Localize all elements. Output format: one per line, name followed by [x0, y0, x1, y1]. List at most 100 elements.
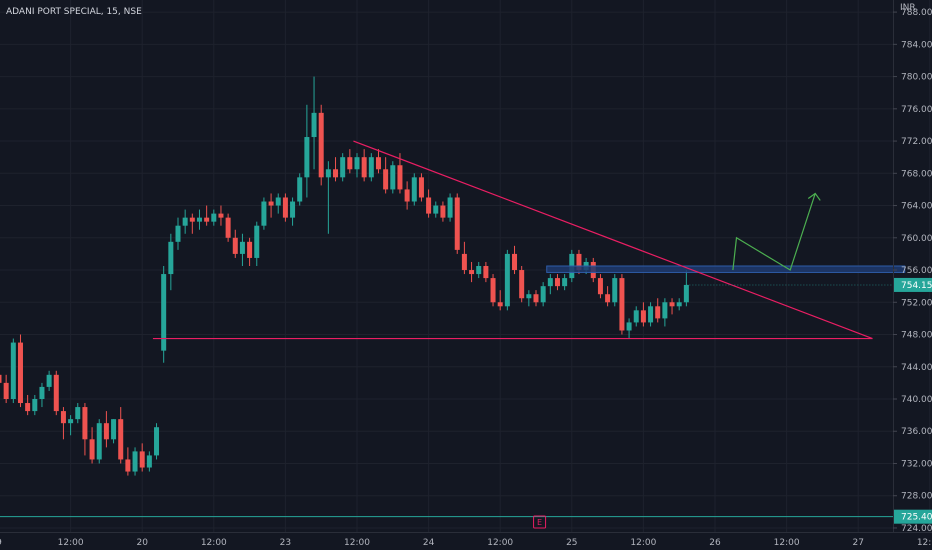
candle-body	[655, 306, 661, 319]
grid	[0, 0, 931, 532]
candle-body	[340, 157, 346, 178]
price-tick-label: 740.00	[901, 395, 932, 405]
price-tick-label: 752.00	[901, 298, 932, 308]
candle-body	[118, 419, 124, 460]
candle-body	[683, 284, 689, 303]
price-tick-label: 748.00	[901, 331, 932, 341]
candle-body	[554, 278, 560, 287]
candle-body	[275, 197, 281, 206]
candle-body	[368, 157, 374, 178]
reference-price-label: 725.40	[901, 513, 932, 523]
last-price-label: 754.15	[901, 281, 932, 291]
candle-body	[268, 201, 274, 206]
candle-body	[648, 306, 654, 323]
candle-body	[626, 322, 632, 331]
candle-body	[469, 270, 475, 275]
price-tick-label: 768.00	[901, 169, 932, 179]
drawings-layer	[0, 140, 906, 518]
time-tick-label: 9	[0, 538, 2, 548]
currency-label: INR	[900, 3, 916, 13]
candle-body	[161, 274, 167, 351]
price-badges: 754.15 725.40	[686, 277, 932, 524]
candle-body	[526, 294, 532, 299]
candle-body	[375, 157, 381, 170]
candle-body	[662, 302, 668, 319]
candle-body	[25, 403, 31, 412]
candle-body	[418, 177, 424, 198]
candle-body	[139, 451, 145, 468]
candle-body	[175, 225, 181, 242]
candle-body	[32, 399, 38, 412]
descending-trendline[interactable]	[353, 140, 873, 340]
candle-body	[146, 455, 152, 468]
candle-body	[225, 217, 231, 238]
candle-body	[325, 169, 331, 178]
candle-body	[440, 205, 446, 218]
price-tick-label: 724.00	[901, 524, 932, 534]
candle-body	[311, 112, 317, 138]
candle-body	[597, 278, 603, 295]
candle-body	[576, 253, 582, 271]
candle-body	[39, 386, 45, 399]
earnings-marker[interactable]: E	[533, 515, 547, 529]
candles-layer	[0, 76, 689, 476]
candle-body	[261, 201, 267, 226]
candle-body	[111, 419, 117, 440]
candle-body	[490, 278, 496, 303]
candle-body	[82, 407, 88, 440]
candle-body	[89, 439, 95, 460]
price-tick-label: 744.00	[901, 363, 932, 373]
time-tick-label: 12:00	[774, 538, 800, 548]
price-tick-label: 736.00	[901, 427, 932, 437]
candle-body	[504, 253, 510, 307]
candle-body	[0, 374, 2, 383]
earnings-marker-label: E	[537, 518, 542, 527]
time-tick-label: 20	[136, 538, 148, 548]
candle-body	[483, 266, 489, 279]
price-tick-label: 760.00	[901, 234, 932, 244]
price-tick-label: 732.00	[901, 459, 932, 469]
time-axis[interactable]: 9 12:00 20 12:00 23 12:00 24 12:00 25 12:00 26 12:0…	[0, 538, 932, 548]
time-tick-label: 12:00	[917, 538, 932, 548]
time-tick-label: 12:00	[630, 538, 656, 548]
candle-body	[497, 302, 503, 307]
candle-body	[354, 157, 360, 170]
candle-body	[125, 459, 131, 472]
candle-body	[411, 177, 417, 202]
candle-body	[397, 165, 403, 190]
candle-body	[333, 169, 339, 178]
candle-body	[189, 217, 195, 222]
candle-body	[519, 270, 525, 299]
projection-path[interactable]	[732, 193, 816, 271]
price-tick-label: 728.00	[901, 492, 932, 502]
candle-body	[154, 427, 160, 456]
candle-body	[612, 278, 618, 303]
candle-body	[447, 197, 453, 218]
candle-body	[211, 213, 217, 222]
candle-body	[676, 302, 682, 307]
candle-body	[347, 157, 353, 170]
candle-body	[297, 177, 303, 202]
candle-body	[204, 217, 210, 222]
candle-body	[390, 165, 396, 190]
candle-body	[53, 374, 59, 412]
price-tick-label: 776.00	[901, 105, 932, 115]
candle-body	[605, 294, 611, 303]
candle-body	[512, 253, 518, 271]
candle-body	[454, 197, 460, 250]
time-tick-label: 23	[280, 538, 291, 548]
price-axis[interactable]: 788.00 784.00 780.00 776.00 772.00 768.00 764.…	[893, 8, 932, 534]
resistance-zone[interactable]	[546, 265, 906, 273]
candle-body	[218, 213, 224, 218]
candle-body	[96, 423, 102, 460]
candle-body	[75, 407, 81, 420]
time-tick-label: 12:00	[344, 538, 370, 548]
symbol-title[interactable]: ADANI PORT SPECIAL, 15, NSE	[6, 7, 142, 17]
candle-body	[361, 157, 367, 178]
candle-body	[254, 225, 260, 258]
time-tick-label: 26	[709, 538, 721, 548]
price-tick-label: 772.00	[901, 137, 932, 147]
